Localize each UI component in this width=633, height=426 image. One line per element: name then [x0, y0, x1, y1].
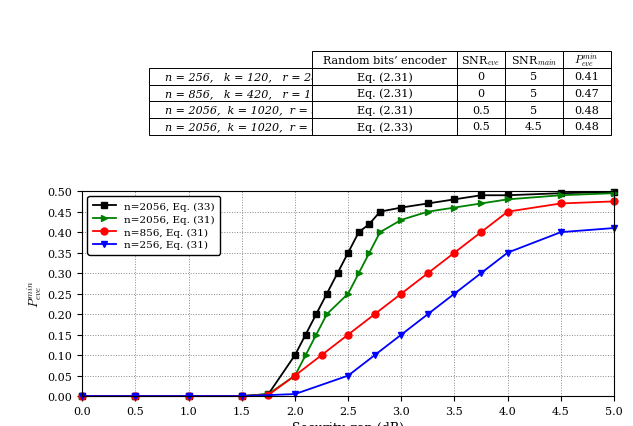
n=2056, Eq. (33) [265, 391, 272, 397]
n=2056, Eq. (31) [366, 250, 373, 256]
n=2056, Eq. (33) [291, 353, 299, 358]
n=856, Eq. (31) [238, 394, 246, 399]
Line: n=2056, Eq. (31): n=2056, Eq. (31) [79, 190, 617, 400]
Line: n=256, Eq. (31): n=256, Eq. (31) [79, 225, 617, 400]
n=2056, Eq. (33) [132, 394, 139, 399]
n=2056, Eq. (31) [185, 394, 192, 399]
n=256, Eq. (31) [504, 250, 511, 256]
n=856, Eq. (31) [398, 291, 405, 296]
n=2056, Eq. (33) [451, 197, 458, 202]
n=856, Eq. (31) [185, 394, 192, 399]
n=2056, Eq. (33) [366, 222, 373, 227]
n=2056, Eq. (31) [424, 210, 432, 215]
n=2056, Eq. (31) [238, 394, 246, 399]
n=856, Eq. (31) [424, 271, 432, 276]
n=2056, Eq. (31) [477, 201, 485, 207]
n=856, Eq. (31) [344, 332, 352, 337]
n=256, Eq. (31) [557, 230, 565, 235]
n=856, Eq. (31) [265, 392, 272, 397]
n=2056, Eq. (33) [302, 332, 310, 337]
X-axis label: Security gap (dB): Security gap (dB) [292, 421, 404, 426]
n=856, Eq. (31) [610, 199, 618, 204]
Line: n=2056, Eq. (33): n=2056, Eq. (33) [79, 189, 617, 400]
n=2056, Eq. (33) [355, 230, 363, 235]
n=256, Eq. (31) [477, 271, 485, 276]
n=856, Eq. (31) [291, 373, 299, 378]
n=856, Eq. (31) [504, 210, 511, 215]
Legend: n=2056, Eq. (33), n=2056, Eq. (31), n=856, Eq. (31), n=256, Eq. (31): n=2056, Eq. (33), n=2056, Eq. (31), n=85… [87, 197, 220, 255]
n=256, Eq. (31) [132, 394, 139, 399]
n=2056, Eq. (33) [398, 205, 405, 210]
n=856, Eq. (31) [132, 394, 139, 399]
n=2056, Eq. (33) [504, 193, 511, 199]
n=256, Eq. (31) [238, 394, 246, 399]
n=2056, Eq. (33) [185, 394, 192, 399]
n=256, Eq. (31) [371, 353, 379, 358]
n=2056, Eq. (33) [477, 193, 485, 199]
Line: n=856, Eq. (31): n=856, Eq. (31) [79, 199, 617, 400]
n=2056, Eq. (31) [398, 218, 405, 223]
n=256, Eq. (31) [398, 332, 405, 337]
n=2056, Eq. (31) [504, 197, 511, 202]
n=2056, Eq. (33) [313, 312, 320, 317]
n=2056, Eq. (31) [302, 353, 310, 358]
n=2056, Eq. (33) [334, 271, 341, 276]
n=2056, Eq. (33) [557, 191, 565, 196]
n=256, Eq. (31) [78, 394, 86, 399]
n=856, Eq. (31) [451, 250, 458, 256]
n=2056, Eq. (31) [313, 332, 320, 337]
Y-axis label: $P_{eve}^{min}$: $P_{eve}^{min}$ [25, 280, 44, 308]
n=856, Eq. (31) [371, 312, 379, 317]
n=2056, Eq. (33) [610, 190, 618, 195]
n=256, Eq. (31) [424, 312, 432, 317]
n=856, Eq. (31) [557, 201, 565, 207]
n=2056, Eq. (31) [132, 394, 139, 399]
n=2056, Eq. (31) [344, 291, 352, 296]
n=2056, Eq. (33) [238, 394, 246, 399]
n=2056, Eq. (33) [323, 291, 330, 296]
n=2056, Eq. (31) [291, 373, 299, 378]
n=856, Eq. (31) [318, 353, 325, 358]
n=2056, Eq. (31) [557, 193, 565, 199]
n=2056, Eq. (31) [265, 391, 272, 397]
n=256, Eq. (31) [344, 373, 352, 378]
n=2056, Eq. (31) [323, 312, 330, 317]
n=2056, Eq. (33) [376, 210, 384, 215]
n=2056, Eq. (33) [424, 201, 432, 207]
n=856, Eq. (31) [78, 394, 86, 399]
n=2056, Eq. (31) [376, 230, 384, 235]
n=256, Eq. (31) [185, 394, 192, 399]
n=2056, Eq. (31) [78, 394, 86, 399]
n=256, Eq. (31) [291, 391, 299, 397]
n=2056, Eq. (33) [78, 394, 86, 399]
n=856, Eq. (31) [477, 230, 485, 235]
n=256, Eq. (31) [610, 226, 618, 231]
n=2056, Eq. (31) [610, 191, 618, 196]
n=256, Eq. (31) [451, 291, 458, 296]
n=2056, Eq. (33) [344, 250, 352, 256]
n=2056, Eq. (31) [355, 271, 363, 276]
n=2056, Eq. (31) [451, 205, 458, 210]
